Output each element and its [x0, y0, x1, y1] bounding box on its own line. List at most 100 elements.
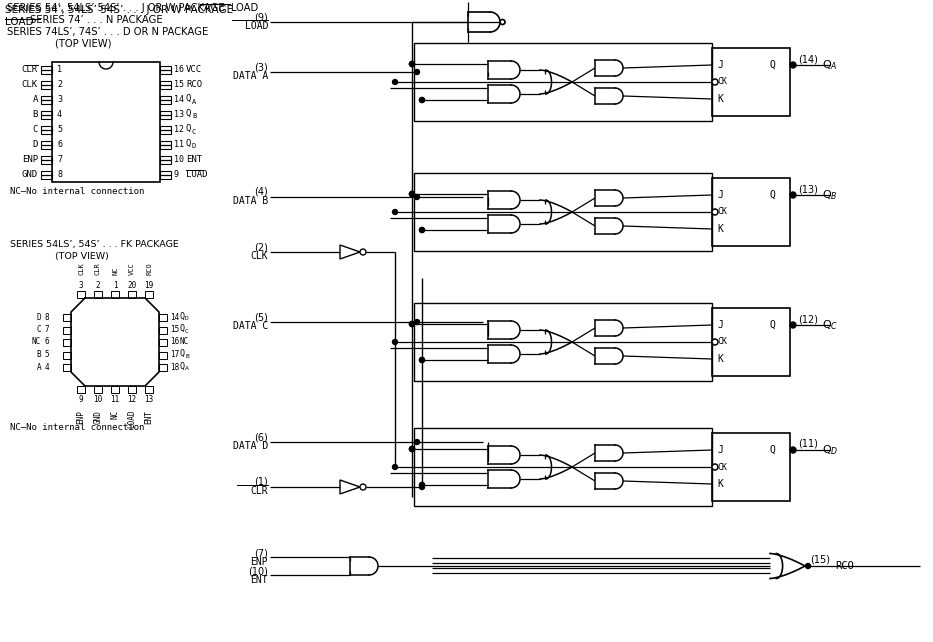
Bar — [159, 364, 167, 371]
Bar — [77, 291, 85, 298]
Text: LOAD: LOAD — [5, 17, 34, 27]
Text: Q: Q — [770, 320, 776, 330]
Text: SERIES 74’ . . . N PACKAGE: SERIES 74’ . . . N PACKAGE — [30, 15, 162, 25]
Text: NC–No internal connection: NC–No internal connection — [10, 422, 145, 431]
Bar — [41, 171, 52, 178]
Circle shape — [790, 447, 796, 453]
Circle shape — [360, 484, 366, 490]
Text: J: J — [717, 320, 723, 330]
Text: ENP: ENP — [21, 155, 38, 164]
Text: Q: Q — [186, 124, 191, 133]
Text: D: D — [192, 144, 196, 150]
Bar — [41, 110, 52, 119]
Text: C: C — [36, 325, 41, 334]
Text: CLR: CLR — [250, 486, 268, 496]
Text: Q$_B$: Q$_B$ — [822, 188, 838, 202]
Text: Q: Q — [179, 324, 184, 333]
Text: J: J — [717, 60, 723, 70]
Text: DATA C: DATA C — [232, 321, 268, 331]
Circle shape — [420, 483, 425, 487]
Text: (TOP VIEW): (TOP VIEW) — [55, 39, 112, 49]
Text: CK: CK — [717, 207, 727, 216]
Text: 1: 1 — [113, 281, 118, 290]
Bar — [160, 125, 171, 134]
Text: K: K — [717, 94, 723, 104]
Text: Q: Q — [179, 349, 184, 358]
Text: A: A — [36, 363, 41, 372]
Text: 14: 14 — [170, 313, 179, 322]
Circle shape — [420, 227, 425, 232]
Text: (7): (7) — [254, 549, 268, 559]
Bar — [414, 43, 712, 121]
Text: Q: Q — [186, 94, 191, 103]
Circle shape — [414, 195, 420, 200]
Circle shape — [414, 440, 420, 444]
Bar — [712, 48, 790, 116]
Text: 14: 14 — [174, 95, 184, 104]
Text: CLK: CLK — [21, 80, 38, 89]
Text: LOAD: LOAD — [128, 410, 136, 428]
Bar — [145, 386, 153, 393]
Bar — [63, 339, 71, 346]
Text: D: D — [36, 313, 41, 322]
Text: SERIES 54’, 54LS’ 54S’ . . . J OR W PACKAGE  LOAD: SERIES 54’, 54LS’ 54S’ . . . J OR W PACK… — [7, 3, 258, 13]
Text: 7: 7 — [57, 155, 62, 164]
Bar — [41, 80, 52, 89]
Bar — [160, 155, 171, 164]
Circle shape — [420, 227, 425, 232]
Text: 15: 15 — [170, 325, 179, 334]
Text: GND: GND — [93, 410, 103, 424]
Circle shape — [410, 322, 414, 327]
Text: CK: CK — [717, 338, 727, 347]
Text: 15: 15 — [174, 80, 184, 89]
Bar — [128, 291, 136, 298]
Bar — [159, 352, 167, 358]
Bar — [160, 110, 171, 119]
Bar — [63, 364, 71, 371]
Circle shape — [420, 98, 425, 103]
Circle shape — [410, 62, 414, 67]
Text: Q: Q — [186, 139, 191, 148]
Text: 7: 7 — [45, 325, 49, 334]
Text: (14): (14) — [798, 54, 818, 64]
Circle shape — [790, 322, 796, 328]
Text: ENP: ENP — [250, 557, 268, 567]
Text: 5: 5 — [45, 350, 49, 359]
Text: 8: 8 — [45, 313, 49, 322]
Circle shape — [712, 209, 718, 215]
Bar — [111, 386, 119, 393]
Text: 3: 3 — [78, 281, 83, 290]
Text: SERIES 74LS’, 74S’ . . . D OR N PACKAGE: SERIES 74LS’, 74S’ . . . D OR N PACKAGE — [7, 27, 208, 37]
Text: 17: 17 — [170, 350, 179, 359]
Bar — [41, 65, 52, 73]
Text: 11: 11 — [110, 395, 119, 404]
Text: D: D — [33, 140, 38, 149]
Circle shape — [410, 446, 414, 451]
Text: A: A — [192, 98, 196, 105]
Text: 10: 10 — [93, 395, 103, 404]
Text: (13): (13) — [798, 184, 818, 194]
Text: 9: 9 — [78, 395, 83, 404]
Circle shape — [790, 192, 796, 198]
Text: GND: GND — [21, 170, 38, 179]
Text: VCC: VCC — [186, 65, 202, 74]
Bar — [41, 96, 52, 103]
Circle shape — [420, 485, 425, 489]
Text: (5): (5) — [254, 312, 268, 322]
Bar — [63, 327, 71, 333]
Bar — [63, 352, 71, 358]
Bar — [63, 314, 71, 321]
Bar — [160, 65, 171, 73]
Bar — [52, 62, 160, 182]
Bar — [160, 141, 171, 148]
Text: J: J — [717, 445, 723, 455]
Text: RCO: RCO — [186, 80, 202, 89]
Text: 13: 13 — [174, 110, 184, 119]
Text: (1): (1) — [255, 477, 268, 487]
Text: SERIES 54LS’, 54S’ . . . FK PACKAGE: SERIES 54LS’, 54S’ . . . FK PACKAGE — [10, 239, 179, 248]
Bar — [94, 386, 102, 393]
Text: VCC: VCC — [129, 262, 135, 275]
Text: 6: 6 — [57, 140, 62, 149]
Text: (10): (10) — [248, 567, 268, 577]
Text: Q: Q — [770, 60, 776, 70]
